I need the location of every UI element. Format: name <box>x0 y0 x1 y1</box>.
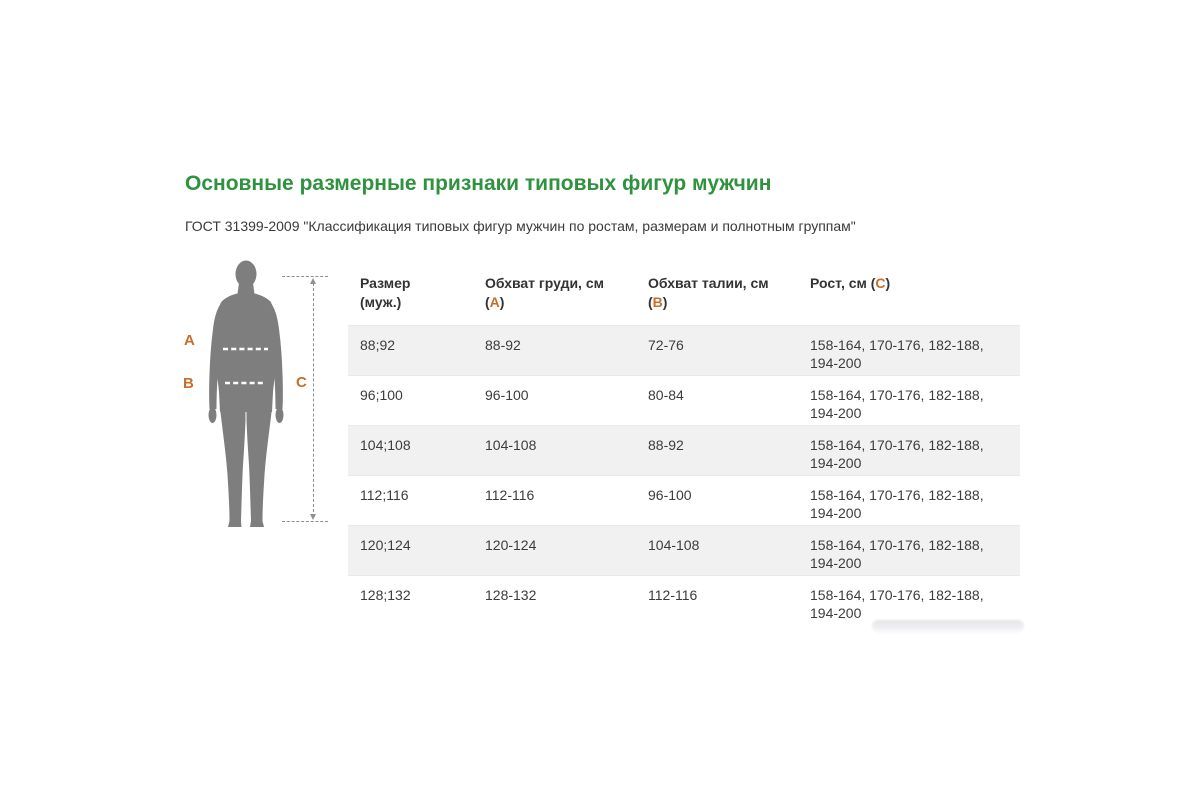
header-size: Размер (муж.) <box>360 275 411 310</box>
waist-cell: 96-100 <box>648 487 692 503</box>
waist-cell: 80-84 <box>648 387 684 403</box>
waist-measure-label-b: B <box>183 375 194 392</box>
partial-element <box>872 620 1024 633</box>
body-measure-dashes <box>223 347 268 385</box>
waist-cell: 112-116 <box>648 587 698 603</box>
table-row: 120;124 120-124 104-108 158-164, 170-176… <box>348 525 1020 575</box>
gost-standard-subtitle: ГОСТ 31399-2009 "Классификация типовых ф… <box>185 218 856 234</box>
table-row: 88;92 88-92 72-76 158-164, 170-176, 182-… <box>348 325 1020 375</box>
chest-cell: 104-108 <box>485 437 537 453</box>
table-row: 128;132 128-132 112-116 158-164, 170-176… <box>348 575 1020 625</box>
size-table-header: Размер (муж.) Обхват груди, см (A) Обхва… <box>348 265 1020 325</box>
waist-cell: 104-108 <box>648 537 700 553</box>
arrow-up-icon <box>310 278 316 284</box>
height-cell: 158-164, 170-176, 182-188, 194-200 <box>810 587 984 621</box>
chest-cell: 120-124 <box>485 537 537 553</box>
waist-cell: 88-92 <box>648 437 684 453</box>
header-chest: Обхват груди, см (A) <box>485 275 604 310</box>
chest-cell: 112-116 <box>485 487 535 503</box>
chest-measure-label-a: A <box>184 332 195 349</box>
size-cell: 104;108 <box>360 437 411 453</box>
height-cell: 158-164, 170-176, 182-188, 194-200 <box>810 387 984 421</box>
height-cell: 158-164, 170-176, 182-188, 194-200 <box>810 437 984 471</box>
height-cell: 158-164, 170-176, 182-188, 194-200 <box>810 337 984 371</box>
size-cell: 88;92 <box>360 337 396 353</box>
size-cell: 96;100 <box>360 387 403 403</box>
page-title: Основные размерные признаки типовых фигу… <box>185 172 772 195</box>
male-silhouette-image <box>208 260 284 527</box>
arrow-down-icon <box>310 514 316 520</box>
height-cell: 158-164, 170-176, 182-188, 194-200 <box>810 537 984 571</box>
chest-cell: 128-132 <box>485 587 537 603</box>
height-measure-tick-bottom <box>282 521 328 522</box>
chest-cell: 88-92 <box>485 337 521 353</box>
table-row: 96;100 96-100 80-84 158-164, 170-176, 18… <box>348 375 1020 425</box>
chest-cell: 96-100 <box>485 387 529 403</box>
header-height: Рост, см (C) <box>810 275 891 291</box>
height-measure-tick-top <box>282 276 328 277</box>
table-row: 104;108 104-108 88-92 158-164, 170-176, … <box>348 425 1020 475</box>
size-cell: 128;132 <box>360 587 411 603</box>
height-measure-line <box>313 283 314 517</box>
height-measure-label-c: C <box>296 374 307 391</box>
size-cell: 120;124 <box>360 537 411 553</box>
height-cell: 158-164, 170-176, 182-188, 194-200 <box>810 487 984 521</box>
header-waist: Обхват талии, см (B) <box>648 275 769 310</box>
table-row: 112;116 112-116 96-100 158-164, 170-176,… <box>348 475 1020 525</box>
size-cell: 112;116 <box>360 487 409 503</box>
waist-cell: 72-76 <box>648 337 684 353</box>
size-table: Размер (муж.) Обхват груди, см (A) Обхва… <box>348 265 1020 625</box>
